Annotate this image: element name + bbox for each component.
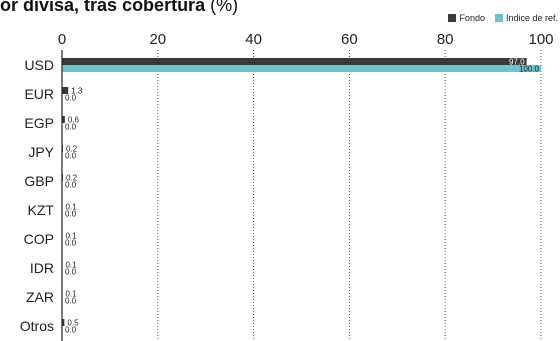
x-tick-label-0: 0 <box>58 31 66 48</box>
bar-fondo-eur <box>62 87 69 94</box>
legend-swatch-indice <box>494 14 503 22</box>
data-label-fondo-gbp: 0.2 <box>66 174 78 183</box>
data-label-fondo-usd: 97.0 <box>509 58 525 67</box>
data-label-indice-eur: 0.0 <box>65 94 77 103</box>
category-label-cop: COP <box>24 231 54 247</box>
data-label-indice-zar: 0.0 <box>65 297 77 306</box>
category-label-usd: USD <box>24 57 54 73</box>
chart-title-main: or divisa, tras cobertura <box>0 0 206 15</box>
x-tick-label-60: 60 <box>341 31 358 48</box>
data-label-indice-kzt: 0.0 <box>65 210 77 219</box>
data-label-indice-jpy: 0.0 <box>65 152 77 161</box>
x-tick-label-20: 20 <box>149 31 166 48</box>
data-label-indice-egp: 0.0 <box>65 123 77 132</box>
data-label-indice-otros: 0.0 <box>65 326 77 335</box>
x-tick-label-100: 100 <box>528 31 553 48</box>
legend-label-indice: Indice de ref. <box>505 13 558 23</box>
data-label-fondo-cop: 0.1 <box>65 232 77 241</box>
category-label-otros: Otros <box>20 318 54 334</box>
category-label-kzt: KZT <box>28 202 55 218</box>
chart-title-unit: (%) <box>205 0 239 15</box>
category-label-idr: IDR <box>30 260 54 276</box>
category-label-eur: EUR <box>24 86 54 102</box>
data-label-fondo-eur: 1.3 <box>71 87 83 96</box>
bar-fondo-otros <box>62 319 65 326</box>
legend-item-fondo: Fondo <box>448 13 485 23</box>
legend-item-indice: Indice de ref. <box>494 13 558 23</box>
chart-legend: Fondo Indice de ref. <box>438 13 558 23</box>
data-label-fondo-zar: 0.1 <box>65 290 77 299</box>
chart-title: or divisa, tras cobertura (%) <box>0 0 238 16</box>
legend-swatch-fondo <box>448 14 457 22</box>
legend-label-fondo: Fondo <box>459 13 485 23</box>
category-label-jpy: JPY <box>28 144 54 160</box>
data-label-indice-usd: 100.0 <box>519 65 540 74</box>
data-label-indice-cop: 0.0 <box>65 239 77 248</box>
x-tick-label-40: 40 <box>245 31 262 48</box>
bar-fondo-usd <box>62 58 527 65</box>
data-label-fondo-idr: 0.1 <box>65 261 77 270</box>
category-label-egp: EGP <box>24 115 54 131</box>
data-label-fondo-jpy: 0.2 <box>66 145 78 154</box>
x-tick-label-80: 80 <box>437 31 454 48</box>
data-label-fondo-kzt: 0.1 <box>65 203 77 212</box>
data-label-indice-idr: 0.0 <box>65 268 77 277</box>
category-label-zar: ZAR <box>26 289 54 305</box>
data-label-fondo-egp: 0.6 <box>68 116 80 125</box>
category-label-gbp: GBP <box>24 173 54 189</box>
data-label-fondo-otros: 0.5 <box>67 319 79 328</box>
bar-indice-usd <box>62 65 541 72</box>
data-label-indice-gbp: 0.0 <box>65 181 77 190</box>
bar-fondo-egp <box>62 116 65 123</box>
